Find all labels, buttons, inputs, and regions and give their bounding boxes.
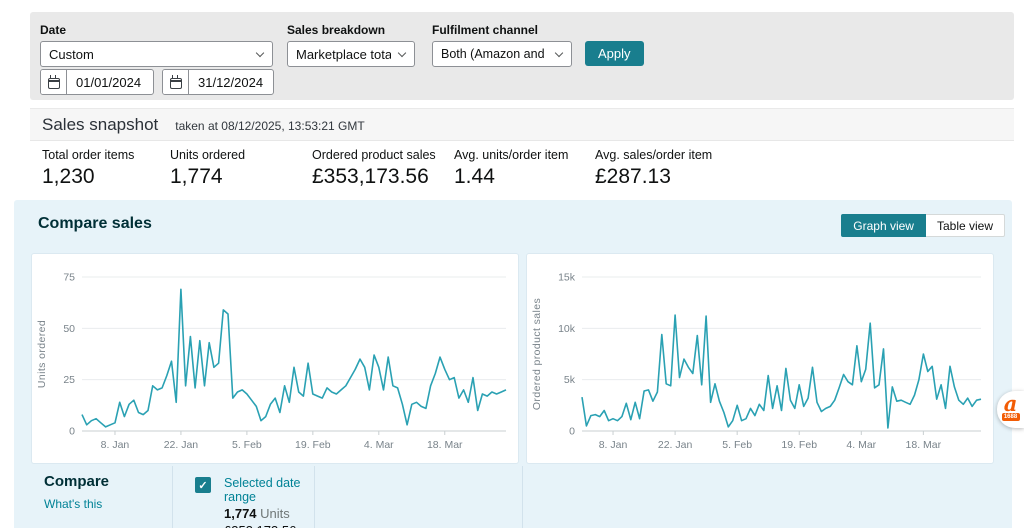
apply-button[interactable]: Apply bbox=[585, 41, 644, 66]
units-ordered-chart-card: 0 25 50 75 8. Jan 22. Jan 5. Feb 19. Feb 4. Mar 1… bbox=[32, 254, 518, 463]
sales-snapshot-title: Sales snapshot bbox=[42, 114, 159, 134]
snapshot-metrics-row: Total order items 1,230 Units ordered 1,… bbox=[30, 142, 1014, 196]
sales-snapshot-header: Sales snapshot taken at 08/12/2025, 13:5… bbox=[30, 108, 1014, 141]
graph-view-button[interactable]: Graph view bbox=[841, 214, 926, 237]
1688-label: 1688 bbox=[1001, 413, 1020, 421]
1688-logo-icon: a bbox=[1003, 391, 1018, 416]
calendar-icon[interactable] bbox=[163, 70, 189, 94]
sales-breakdown-value: Marketplace total bbox=[296, 46, 391, 62]
svg-text:4. Mar: 4. Mar bbox=[846, 439, 876, 451]
svg-text:5. Feb: 5. Feb bbox=[232, 439, 262, 451]
legend-sales: £353,173.56 bbox=[224, 523, 314, 528]
start-date-value[interactable]: 01/01/2024 bbox=[76, 74, 142, 90]
start-date-input[interactable]: 01/01/2024 bbox=[40, 69, 154, 95]
chevron-down-icon bbox=[554, 48, 564, 57]
metric-avg-sales-per-order: Avg. sales/order item £287.13 bbox=[595, 148, 713, 188]
svg-text:22. Jan: 22. Jan bbox=[658, 439, 693, 451]
svg-text:18. Mar: 18. Mar bbox=[427, 439, 463, 451]
svg-text:8. Jan: 8. Jan bbox=[101, 439, 130, 451]
svg-text:19. Feb: 19. Feb bbox=[295, 439, 331, 451]
date-range-value: Custom bbox=[49, 46, 94, 62]
metric-units-ordered: Units ordered 1,774 bbox=[170, 148, 246, 188]
units-ordered-chart[interactable]: 0 25 50 75 8. Jan 22. Jan 5. Feb 19. Feb 4. Mar 1… bbox=[32, 254, 518, 463]
svg-text:50: 50 bbox=[63, 323, 75, 335]
legend-units: 1,774 Units bbox=[224, 506, 290, 521]
compare-footer-title: Compare bbox=[44, 473, 110, 490]
svg-text:75: 75 bbox=[63, 272, 75, 284]
metric-ordered-product-sales: Ordered product sales £353,173.56 bbox=[312, 148, 436, 188]
end-date-value[interactable]: 31/12/2024 bbox=[198, 74, 264, 90]
svg-text:Ordered product sales: Ordered product sales bbox=[531, 298, 543, 410]
sales-breakdown-select[interactable]: Marketplace total bbox=[287, 41, 415, 67]
selected-date-range-checkbox[interactable] bbox=[195, 477, 211, 493]
svg-text:0: 0 bbox=[569, 426, 575, 438]
calendar-icon[interactable] bbox=[41, 70, 67, 94]
svg-text:0: 0 bbox=[69, 426, 75, 438]
svg-text:5k: 5k bbox=[564, 374, 576, 386]
metric-avg-units-per-order: Avg. units/order item 1.44 bbox=[454, 148, 569, 188]
end-date-input[interactable]: 31/12/2024 bbox=[162, 69, 274, 95]
ordered-product-sales-chart[interactable]: 0 5k 10k 15k 8. Jan 22. Jan 5. Feb 19. Feb 4. Ma… bbox=[527, 254, 993, 463]
chevron-down-icon bbox=[255, 48, 265, 57]
fulfilment-channel-select[interactable]: Both (Amazon and seller) bbox=[432, 41, 572, 67]
sales-breakdown-label: Sales breakdown bbox=[287, 23, 386, 37]
view-toggle: Graph view Table view bbox=[841, 214, 1005, 237]
svg-text:4. Mar: 4. Mar bbox=[364, 439, 394, 451]
chevron-down-icon bbox=[397, 48, 407, 57]
svg-text:18. Mar: 18. Mar bbox=[906, 439, 942, 451]
whats-this-link[interactable]: What's this bbox=[44, 497, 103, 511]
filter-panel: Date Custom 01/01/2024 31/12/2024 Sales … bbox=[30, 12, 1014, 100]
svg-text:19. Feb: 19. Feb bbox=[781, 439, 817, 451]
metric-total-order-items: Total order items 1,230 bbox=[42, 148, 135, 188]
compare-sales-title: Compare sales bbox=[38, 215, 152, 232]
svg-text:25: 25 bbox=[63, 374, 75, 386]
1688-extension-badge[interactable]: a 1688 bbox=[997, 391, 1024, 428]
svg-text:10k: 10k bbox=[558, 323, 576, 335]
footer-divider bbox=[522, 466, 523, 528]
ordered-product-sales-chart-card: 0 5k 10k 15k 8. Jan 22. Jan 5. Feb 19. Feb 4. Ma… bbox=[527, 254, 993, 463]
compare-sales-panel: Compare sales Graph view Table view 0 25 5… bbox=[14, 200, 1012, 528]
svg-text:Units ordered: Units ordered bbox=[36, 320, 48, 388]
svg-text:5. Feb: 5. Feb bbox=[722, 439, 752, 451]
date-filter-label: Date bbox=[40, 23, 67, 37]
svg-text:15k: 15k bbox=[558, 272, 576, 284]
snapshot-timestamp: taken at 08/12/2025, 13:53:21 GMT bbox=[175, 119, 365, 133]
legend-selected-date-range: Selected date range 1,774 Units £353,173… bbox=[172, 466, 315, 528]
table-view-button[interactable]: Table view bbox=[925, 214, 1005, 237]
legend-label: Selected date range bbox=[224, 476, 301, 504]
date-range-select[interactable]: Custom bbox=[40, 41, 273, 67]
svg-text:8. Jan: 8. Jan bbox=[599, 439, 628, 451]
svg-text:22. Jan: 22. Jan bbox=[164, 439, 199, 451]
fulfilment-channel-label: Fulfilment channel bbox=[432, 23, 539, 37]
fulfilment-channel-value: Both (Amazon and seller) bbox=[441, 47, 548, 61]
